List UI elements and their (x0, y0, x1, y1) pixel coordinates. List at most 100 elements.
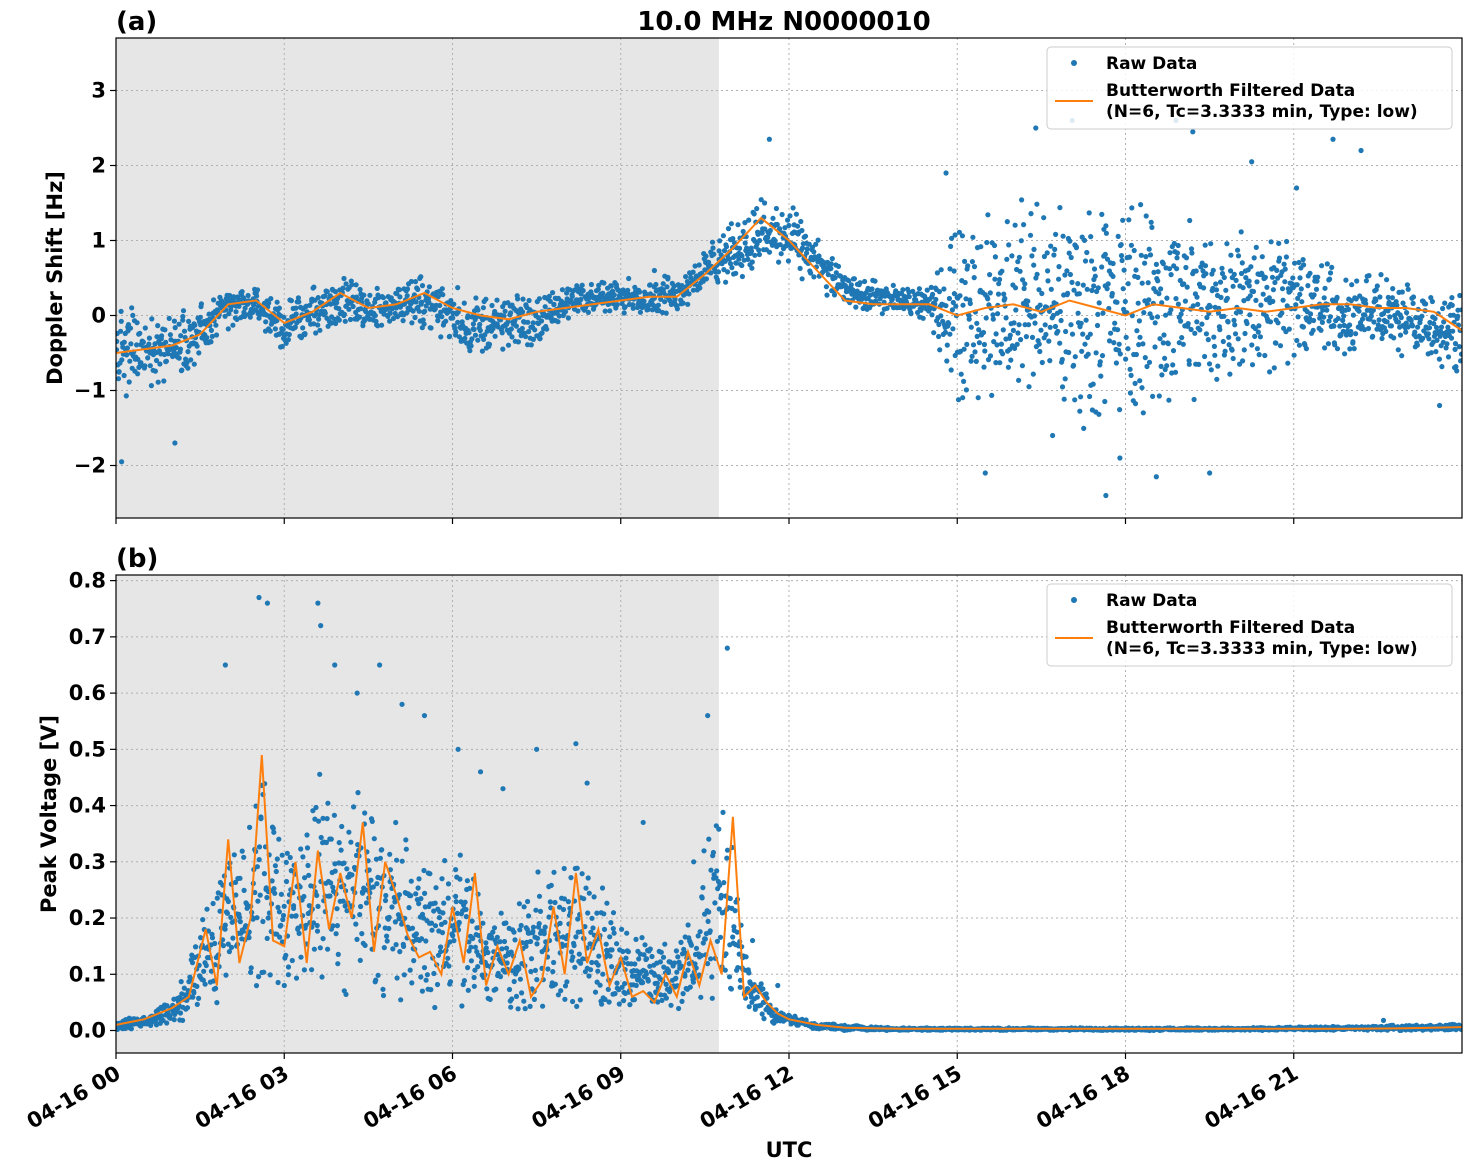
raw-data-point (387, 851, 393, 857)
raw-data-point (621, 998, 627, 1004)
raw-data-point (1156, 291, 1162, 297)
raw-data-point (1282, 266, 1288, 272)
raw-data-point (970, 234, 976, 240)
raw-data-point (1324, 261, 1330, 267)
raw-data-point (1235, 253, 1242, 259)
raw-data-point (1370, 307, 1376, 313)
raw-data-point (964, 341, 970, 347)
raw-data-point (770, 215, 776, 221)
raw-data-point (773, 205, 780, 212)
raw-data-point (347, 316, 354, 323)
raw-data-point (1123, 356, 1129, 362)
raw-data-point (1235, 247, 1241, 253)
raw-data-point (245, 292, 251, 299)
raw-data-point (448, 298, 454, 304)
raw-data-point (1449, 295, 1455, 301)
raw-data-point (306, 872, 312, 878)
raw-data-point (967, 300, 973, 307)
raw-data-point (739, 262, 745, 269)
raw-data-point (1240, 358, 1246, 364)
raw-data-point (433, 885, 439, 891)
raw-data-point (1117, 351, 1123, 357)
raw-data-point (1321, 295, 1327, 301)
raw-data-point (733, 260, 739, 266)
panel-b-label: (b) (116, 544, 158, 574)
raw-data-point (647, 963, 653, 969)
raw-data-point (851, 276, 858, 282)
raw-data-point (342, 318, 348, 324)
raw-data-point (938, 267, 944, 273)
raw-data-point (492, 333, 498, 339)
raw-data-point (949, 307, 956, 313)
raw-data-point (191, 990, 197, 996)
raw-data-point (505, 342, 512, 348)
raw-data-point (451, 938, 457, 944)
raw-data-point (142, 325, 148, 331)
raw-data-point (1273, 340, 1279, 346)
raw-data-point (660, 281, 666, 287)
raw-data-point (419, 283, 426, 289)
raw-data-point (756, 247, 762, 253)
raw-data-point (1012, 222, 1018, 228)
raw-data-point (751, 211, 757, 217)
raw-data-point (194, 343, 200, 349)
raw-data-point (416, 876, 422, 882)
raw-data-point (908, 311, 914, 317)
raw-data-point (1205, 337, 1211, 343)
raw-data-point (586, 890, 592, 896)
raw-data-point (324, 289, 330, 295)
raw-data-point (602, 996, 608, 1003)
raw-data-point (1168, 307, 1174, 313)
raw-data-point (357, 286, 363, 293)
raw-data-point (438, 944, 444, 950)
raw-data-point (696, 972, 702, 978)
raw-data-point (1053, 231, 1059, 237)
raw-data-point (287, 854, 293, 861)
raw-data-point (1099, 353, 1106, 359)
raw-data-point (275, 904, 281, 911)
raw-data-point (1164, 363, 1170, 369)
raw-data-point (1349, 282, 1355, 288)
raw-data-point (306, 317, 312, 323)
raw-data-point (490, 325, 496, 332)
raw-data-point (511, 929, 517, 935)
raw-data-point (442, 919, 448, 925)
raw-data-point (1000, 351, 1006, 357)
raw-data-point (383, 892, 389, 899)
raw-data-point (797, 265, 803, 271)
raw-data-point (976, 340, 983, 346)
raw-data-point (397, 949, 403, 955)
raw-data-point (1037, 302, 1043, 308)
raw-data-point (162, 327, 168, 333)
raw-data-point (1314, 278, 1320, 284)
raw-data-point (1378, 272, 1384, 278)
raw-data-point (837, 273, 844, 279)
raw-data-point (1318, 327, 1324, 333)
raw-data-point (357, 912, 363, 918)
raw-data-point (177, 346, 184, 352)
raw-data-point (196, 995, 202, 1002)
raw-data-point (254, 864, 260, 870)
raw-data-point (974, 320, 980, 326)
raw-data-point (1397, 332, 1404, 338)
raw-data-point (934, 270, 941, 276)
raw-data-point (225, 326, 231, 332)
raw-data-point (419, 988, 425, 994)
raw-data-point (597, 982, 603, 988)
raw-data-point (943, 170, 949, 176)
raw-data-point (1208, 241, 1214, 247)
raw-data-point (542, 304, 548, 310)
raw-data-point (1176, 340, 1182, 346)
raw-data-point (540, 1003, 546, 1009)
raw-data-point (958, 371, 964, 377)
raw-data-point (522, 1006, 528, 1012)
raw-data-point (208, 968, 214, 974)
raw-data-point (993, 331, 999, 337)
raw-data-point (1399, 289, 1405, 295)
raw-data-point (1444, 341, 1450, 347)
raw-data-point (671, 283, 677, 289)
raw-data-point (289, 913, 295, 919)
raw-data-point (603, 941, 609, 947)
raw-data-point (1377, 294, 1383, 300)
raw-data-point (1256, 352, 1262, 358)
